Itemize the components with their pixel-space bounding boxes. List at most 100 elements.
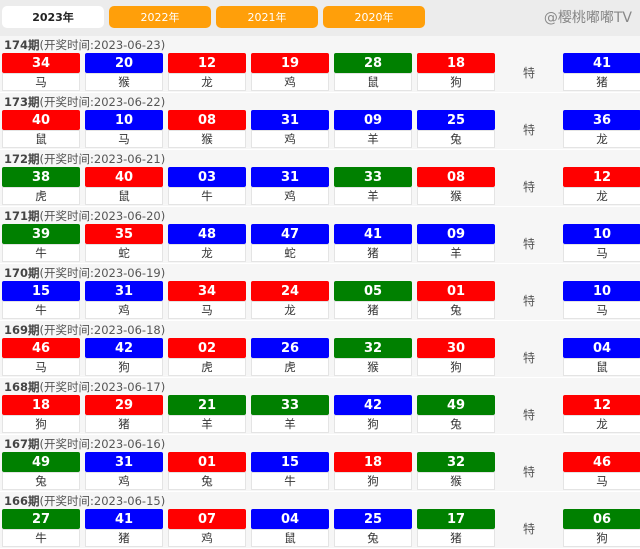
ball-cell: 04 鼠 [251,509,329,547]
ball-number: 31 [251,167,329,187]
zodiac-label: 牛 [2,244,80,262]
ball-cell: 32 猴 [334,338,412,376]
draw-row: 171期(开奖时间:2023-06-20) 39 牛 35 蛇 48 龙 47 … [0,207,640,264]
draw-row: 170期(开奖时间:2023-06-19) 15 牛 31 鸡 34 马 24 … [0,264,640,321]
ball-cell: 01 兔 [417,281,495,319]
draw-time: (开奖时间:2023-06-18) [39,323,166,337]
zodiac-label: 狗 [334,472,412,490]
draw-row: 168期(开奖时间:2023-06-17) 18 狗 29 猪 21 羊 33 … [0,378,640,435]
zodiac-label: 牛 [2,301,80,319]
zodiac-label: 猴 [417,187,495,205]
zodiac-label: 牛 [251,472,329,490]
special-label: 特 [522,464,535,479]
ball-number: 12 [563,167,640,187]
ball-number: 38 [2,167,80,187]
ball-number: 42 [334,395,412,415]
zodiac-label: 鼠 [85,187,163,205]
ball-cell: 26 虎 [251,338,329,376]
zodiac-label: 龙 [563,187,640,205]
ball-number: 31 [85,452,163,472]
ball-number: 24 [251,281,329,301]
zodiac-label: 兔 [2,472,80,490]
issue-number: 168期 [4,380,40,394]
zodiac-label: 鼠 [563,358,640,376]
ball-cell: 02 虎 [168,338,246,376]
ball-cell: 27 牛 [2,509,80,547]
zodiac-label: 牛 [2,529,80,547]
ball-number: 20 [85,53,163,73]
ball-cell: 12 龙 [563,395,640,433]
zodiac-label: 龙 [251,301,329,319]
zodiac-label: 羊 [334,187,412,205]
ball-number: 21 [168,395,246,415]
ball-number: 03 [168,167,246,187]
tab-2022[interactable]: 2022年 [109,6,211,28]
ball-number: 31 [251,110,329,130]
ball-number: 32 [334,338,412,358]
draw-time: (开奖时间:2023-06-16) [39,437,166,451]
zodiac-label: 鸡 [251,73,329,91]
ball-number: 42 [85,338,163,358]
zodiac-label: 猪 [85,529,163,547]
draw-header: 174期(开奖时间:2023-06-23) [0,36,640,53]
issue-number: 171期 [4,209,40,223]
special-label: 特 [522,521,535,536]
draw-time: (开奖时间:2023-06-19) [39,266,166,280]
zodiac-label: 龙 [563,130,640,148]
ball-cell: 28 鼠 [334,53,412,91]
tab-2023[interactable]: 2023年 [2,6,104,28]
ball-cell: 17 猪 [417,509,495,547]
ball-number: 34 [168,281,246,301]
zodiac-label: 猴 [417,472,495,490]
zodiac-label: 鸡 [251,130,329,148]
ball-number: 33 [251,395,329,415]
ball-cell: 10 马 [85,110,163,148]
zodiac-label: 猴 [334,358,412,376]
ball-cell: 21 羊 [168,395,246,433]
zodiac-label: 狗 [563,529,640,547]
ball-number: 06 [563,509,640,529]
zodiac-label: 马 [85,130,163,148]
ball-cell: 41 猪 [563,53,640,91]
draw-header: 173期(开奖时间:2023-06-22) [0,93,640,110]
ball-cell: 31 鸡 [85,452,163,490]
ball-cell: 39 牛 [2,224,80,262]
ball-cell: 31 鸡 [251,110,329,148]
zodiac-label: 鸡 [251,187,329,205]
ball-number: 10 [85,110,163,130]
zodiac-label: 龙 [168,73,246,91]
zodiac-label: 蛇 [85,244,163,262]
ball-number: 39 [2,224,80,244]
ball-cell: 09 羊 [417,224,495,262]
tab-2021[interactable]: 2021年 [216,6,318,28]
zodiac-label: 狗 [417,73,495,91]
ball-number: 48 [168,224,246,244]
ball-number: 34 [2,53,80,73]
ball-number: 04 [563,338,640,358]
draw-header: 169期(开奖时间:2023-06-18) [0,321,640,338]
zodiac-label: 兔 [417,415,495,433]
ball-number: 25 [417,110,495,130]
zodiac-label: 蛇 [251,244,329,262]
zodiac-label: 狗 [334,415,412,433]
zodiac-label: 马 [168,301,246,319]
tab-2020[interactable]: 2020年 [323,6,425,28]
zodiac-label: 鼠 [251,529,329,547]
draw-time: (开奖时间:2023-06-15) [39,494,166,508]
ball-cell: 46 马 [563,452,640,490]
draw-time: (开奖时间:2023-06-22) [39,95,166,109]
ball-number: 08 [168,110,246,130]
ball-cell: 29 猪 [85,395,163,433]
ball-number: 01 [417,281,495,301]
ball-cell: 33 羊 [251,395,329,433]
draw-time: (开奖时间:2023-06-23) [39,38,166,52]
ball-cell: 18 狗 [417,53,495,91]
zodiac-label: 马 [2,358,80,376]
issue-number: 169期 [4,323,40,337]
ball-cell: 04 鼠 [563,338,640,376]
ball-cell: 10 马 [563,224,640,262]
ball-number: 05 [334,281,412,301]
draw-row: 173期(开奖时间:2023-06-22) 40 鼠 10 马 08 猴 31 … [0,93,640,150]
ball-cell: 24 龙 [251,281,329,319]
draw-row: 167期(开奖时间:2023-06-16) 49 兔 31 鸡 01 兔 15 … [0,435,640,492]
